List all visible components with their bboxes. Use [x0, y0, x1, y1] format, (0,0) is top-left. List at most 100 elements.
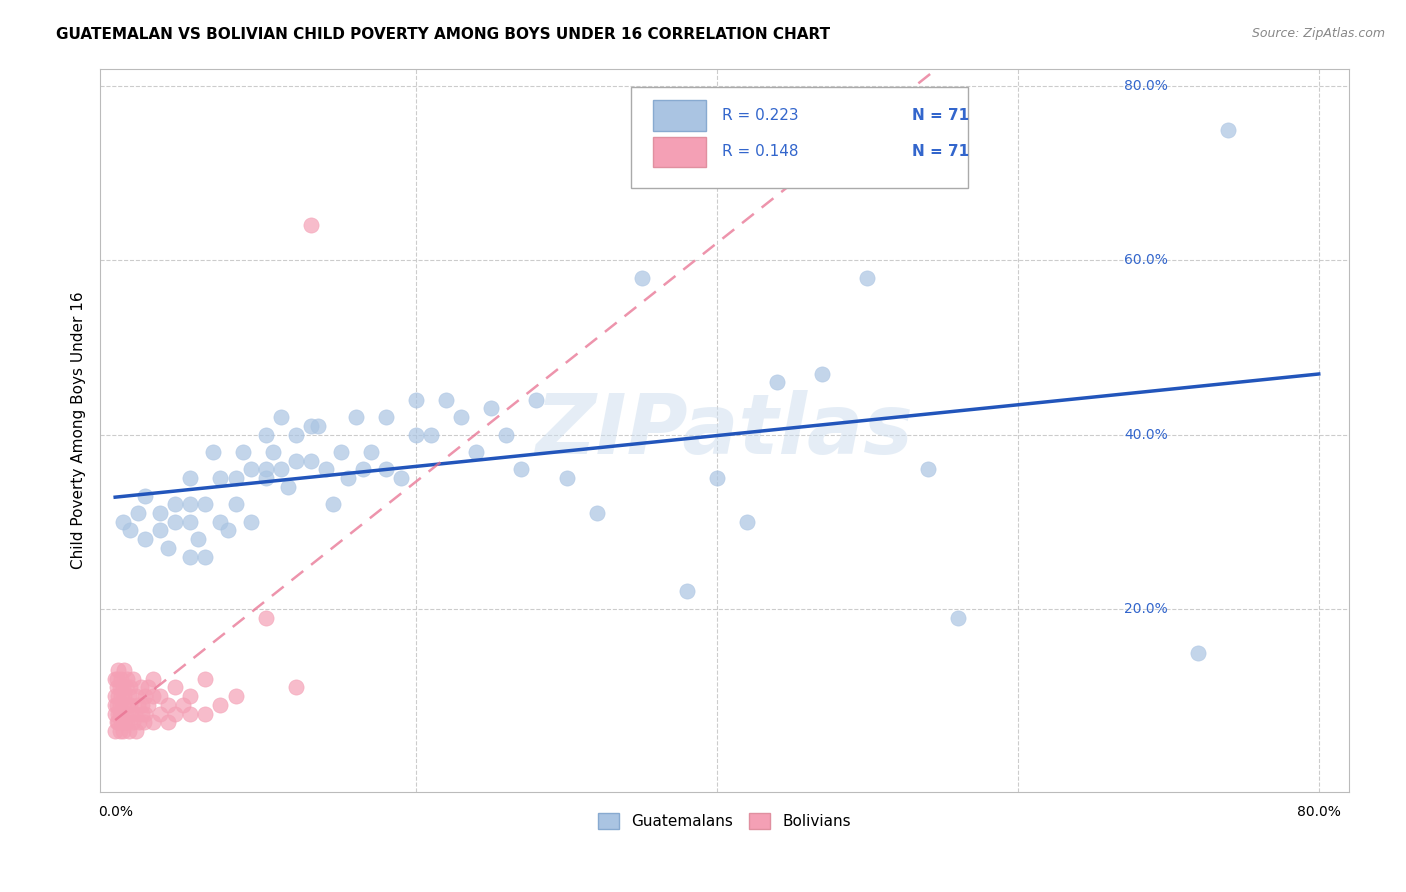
Point [165, 515, 187, 529]
Point [122, 672, 145, 686]
FancyBboxPatch shape [631, 87, 967, 188]
Point [149, 689, 172, 703]
Point [1187, 646, 1209, 660]
Point [105, 672, 128, 686]
Point [344, 410, 367, 425]
Point [1218, 122, 1240, 136]
Point [107, 715, 129, 730]
Point [270, 410, 292, 425]
Point [120, 698, 142, 712]
Point [127, 506, 149, 520]
Point [254, 427, 277, 442]
Point [105, 715, 128, 730]
Point [766, 376, 789, 390]
Text: 80.0%: 80.0% [1123, 79, 1168, 93]
Point [284, 427, 307, 442]
Point [104, 706, 127, 721]
Point [111, 698, 134, 712]
Point [105, 698, 128, 712]
Point [262, 445, 284, 459]
Point [360, 445, 382, 459]
Point [434, 392, 457, 407]
Point [299, 418, 322, 433]
Point [120, 524, 142, 538]
Point [277, 480, 299, 494]
Point [114, 706, 136, 721]
Point [114, 681, 136, 695]
Point [555, 471, 578, 485]
Point [110, 706, 132, 721]
Point [108, 698, 131, 712]
Point [179, 706, 201, 721]
Point [149, 706, 172, 721]
Point [329, 445, 352, 459]
Point [156, 698, 179, 712]
Text: R = 0.223: R = 0.223 [721, 108, 799, 123]
Point [108, 681, 131, 695]
Text: 80.0%: 80.0% [1296, 805, 1341, 819]
Point [420, 427, 443, 442]
Point [107, 706, 129, 721]
Point [352, 462, 374, 476]
Point [115, 698, 138, 712]
Point [706, 471, 728, 485]
Point [270, 462, 292, 476]
Text: N = 71: N = 71 [911, 108, 969, 123]
Point [194, 497, 217, 511]
Point [179, 471, 201, 485]
Point [156, 541, 179, 555]
Point [284, 454, 307, 468]
Point [128, 715, 150, 730]
Point [322, 497, 344, 511]
Point [156, 715, 179, 730]
Point [405, 427, 427, 442]
Point [526, 392, 548, 407]
Legend: Guatemalans, Bolivians: Guatemalans, Bolivians [592, 806, 858, 835]
Text: GUATEMALAN VS BOLIVIAN CHILD POVERTY AMONG BOYS UNDER 16 CORRELATION CHART: GUATEMALAN VS BOLIVIAN CHILD POVERTY AMO… [56, 27, 831, 42]
Point [917, 462, 939, 476]
Text: ZIPatlas: ZIPatlas [536, 390, 914, 471]
Point [187, 532, 209, 546]
Point [134, 689, 156, 703]
Point [179, 515, 201, 529]
Point [375, 462, 398, 476]
Point [510, 462, 533, 476]
Point [108, 706, 131, 721]
Point [115, 715, 138, 730]
Point [201, 445, 224, 459]
Point [315, 462, 337, 476]
Point [111, 723, 134, 738]
Point [585, 506, 607, 520]
Point [165, 681, 187, 695]
Point [479, 401, 502, 416]
Point [225, 471, 247, 485]
Point [134, 532, 156, 546]
Point [375, 410, 398, 425]
Point [405, 392, 427, 407]
Point [630, 270, 652, 285]
Point [127, 698, 149, 712]
Point [125, 689, 148, 703]
Point [136, 698, 159, 712]
Point [134, 489, 156, 503]
Point [110, 672, 132, 686]
Point [132, 715, 155, 730]
Point [299, 219, 322, 233]
Point [254, 471, 277, 485]
Point [112, 715, 135, 730]
Point [122, 715, 145, 730]
Point [118, 723, 141, 738]
Point [307, 418, 329, 433]
Point [120, 681, 142, 695]
Point [107, 663, 129, 677]
Point [118, 689, 141, 703]
Point [209, 515, 232, 529]
Point [104, 689, 127, 703]
Y-axis label: Child Poverty Among Boys Under 16: Child Poverty Among Boys Under 16 [72, 292, 86, 569]
FancyBboxPatch shape [654, 101, 706, 131]
Point [179, 549, 201, 564]
Point [142, 689, 165, 703]
Point [337, 471, 360, 485]
Point [165, 497, 187, 511]
Point [239, 515, 262, 529]
